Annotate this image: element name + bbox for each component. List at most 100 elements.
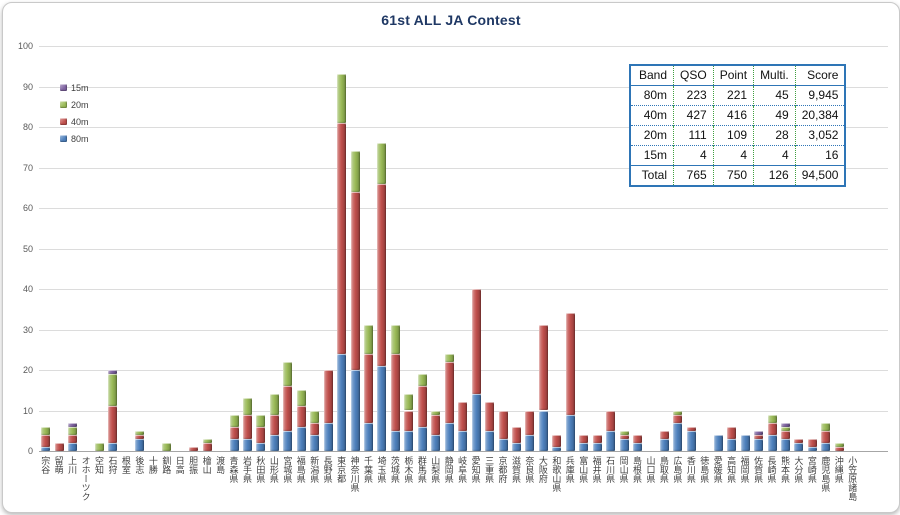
bar-segment-40m (108, 406, 118, 443)
bar-segment-80m (485, 430, 495, 451)
legend-label: 80m (71, 133, 89, 144)
table-cell: 28 (753, 125, 796, 146)
bar-segment-80m (458, 430, 468, 451)
bar-segment-40m (498, 410, 508, 439)
x-tick-label: 岐阜県 (457, 456, 468, 483)
bar-segment-40m (68, 434, 78, 443)
bar-segment-40m (780, 430, 790, 439)
table-header-row: Band QSO Point Multi. Score (630, 65, 846, 86)
bar-segment-20m (135, 430, 145, 435)
bar-segment-80m (41, 446, 51, 451)
bar-segment-40m (202, 442, 212, 451)
x-tick-label: 福島県 (295, 456, 306, 483)
bar-segment-20m (202, 438, 212, 443)
y-tick-label: 40 (22, 284, 33, 294)
x-tick-label: 茨城県 (389, 456, 400, 483)
x-tick-label: 神奈川県 (349, 456, 360, 492)
bar-segment-80m (390, 430, 400, 451)
bar-segment-80m (256, 442, 266, 451)
bar-segment-40m (727, 426, 737, 439)
legend-swatch-20m (60, 101, 67, 108)
table-row: 15m 4 4 4 16 (630, 145, 846, 166)
table-row: 40m 427 416 49 20,384 (630, 105, 846, 126)
x-tick-label: 埼玉県 (376, 456, 387, 483)
bar-segment-40m (431, 414, 441, 435)
legend-item: 40m (60, 113, 89, 130)
x-tick-label: 福岡県 (739, 456, 750, 483)
x-tick-label: 石狩 (107, 456, 118, 474)
bar-segment-80m (525, 434, 535, 451)
bar-segment-40m (538, 325, 548, 411)
x-tick-label: 愛媛県 (712, 456, 723, 483)
x-tick-label: 佐賀県 (753, 456, 764, 483)
bar-segment-40m (754, 434, 764, 439)
gridline (39, 167, 888, 169)
x-tick-label: 高知県 (726, 456, 737, 483)
bar-segment-40m (633, 434, 643, 443)
bar-segment-40m (471, 289, 481, 395)
bar-segment-40m (364, 353, 374, 423)
bar-segment-80m (552, 446, 562, 451)
x-tick-label: 奈良県 (524, 456, 535, 483)
gridline (39, 248, 888, 250)
table-cell: 427 (673, 105, 714, 126)
bar-segment-80m (565, 414, 575, 451)
table-row: 20m 111 109 28 3,052 (630, 125, 846, 146)
table-cell: 16 (794, 145, 846, 166)
x-tick-label: 香川県 (685, 456, 696, 483)
x-tick-label: 京都府 (497, 456, 508, 483)
legend-swatch-80m (60, 135, 67, 142)
table-cell: 416 (712, 105, 754, 126)
x-tick-label: 栃木県 (403, 456, 414, 483)
x-tick-label: 東京都 (336, 456, 347, 483)
x-tick-label: 岡山県 (618, 456, 629, 483)
bar-segment-80m (498, 438, 508, 451)
table-cell: 94,500 (794, 165, 846, 186)
bar-segment-15m (754, 430, 764, 435)
chart-title: 61st ALL JA Contest (381, 12, 521, 28)
y-tick-label: 10 (22, 405, 33, 416)
x-tick-label: 鹿児島県 (820, 456, 831, 492)
y-tick-label: 20 (22, 365, 33, 375)
bar-segment-40m (390, 353, 400, 431)
y-tick-label: 0 (27, 446, 33, 456)
bar-segment-80m (364, 422, 374, 451)
bar-segment-80m (135, 438, 145, 451)
table-cell: 750 (712, 165, 754, 186)
bar-segment-40m (229, 426, 239, 439)
x-tick-label: 兵庫県 (564, 456, 575, 483)
table-cell: 45 (753, 85, 796, 106)
bar-segment-20m (431, 410, 441, 415)
bar-segment-20m (404, 394, 414, 411)
y-tick-label: 60 (22, 203, 33, 213)
bar-segment-40m (821, 430, 831, 443)
bar-segment-80m (444, 422, 454, 451)
x-tick-label: 山梨県 (430, 456, 441, 483)
plot-area: 0 10 20 30 40 50 60 70 80 90 100 宗谷 留萌 上川 オホーツク 空知 石狩 根室後… (3, 3, 899, 512)
bar-segment-80m (511, 442, 521, 451)
y-tick-label: 70 (22, 162, 33, 173)
legend-label: 15m (71, 82, 89, 93)
table-cell: 126 (753, 165, 796, 186)
bar-segment-20m (269, 394, 279, 415)
gridline (39, 370, 888, 371)
x-tick-label: 和歌山県 (551, 456, 562, 492)
x-tick-label: 千葉県 (363, 456, 374, 483)
legend-swatch-40m (60, 118, 67, 125)
x-tick-label: 群馬県 (416, 456, 427, 483)
bar-segment-80m (767, 434, 777, 451)
bar-segment-20m (162, 442, 172, 451)
bar-segment-40m (444, 361, 454, 423)
bar-segment-40m (256, 426, 266, 443)
bar-segment-40m (135, 434, 145, 439)
gridline (39, 329, 888, 331)
x-tick-label: 渡島 (215, 456, 226, 474)
table-cell: 15m (630, 145, 674, 166)
table-cell: 221 (712, 85, 754, 106)
x-tick-label: 上川 (67, 456, 78, 474)
bar-segment-80m (740, 434, 750, 451)
table-cell: 223 (673, 85, 714, 106)
bar-segment-80m (538, 410, 548, 451)
y-tick-label: 100 (17, 41, 33, 51)
bar-segment-40m (458, 402, 468, 431)
